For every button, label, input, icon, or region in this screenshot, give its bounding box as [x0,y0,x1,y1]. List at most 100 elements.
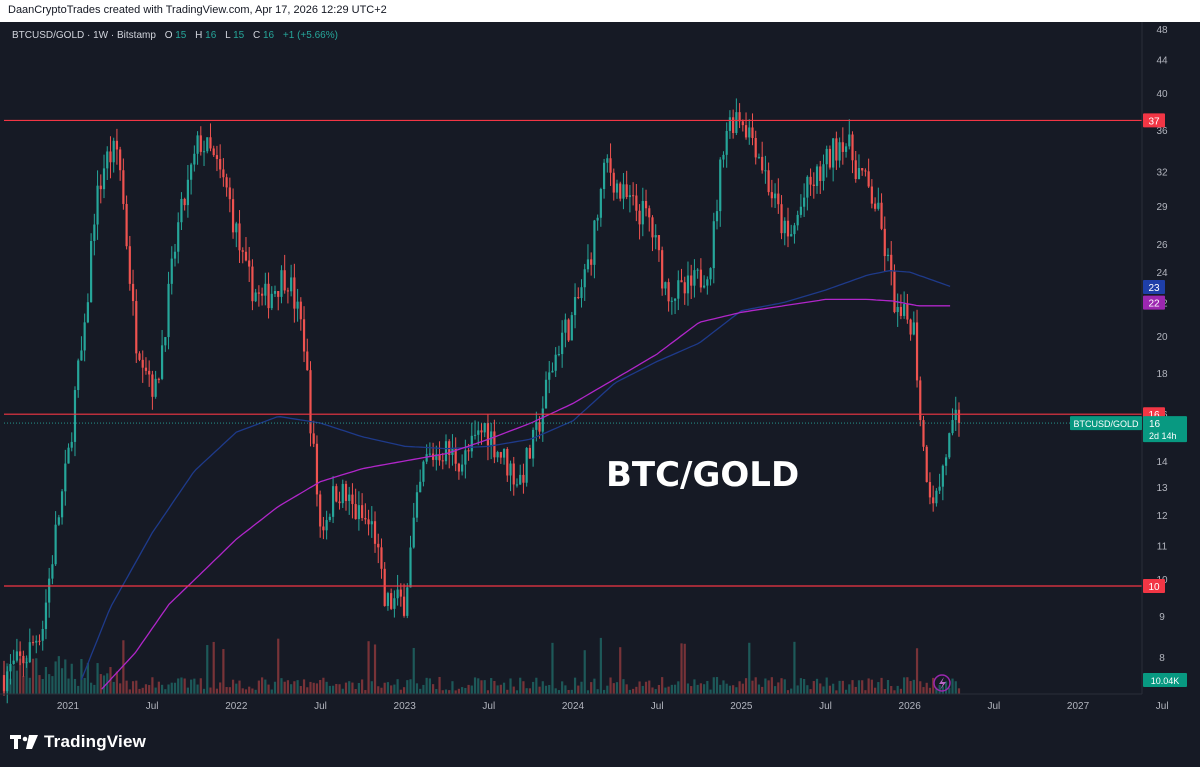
volume-bar [254,689,257,694]
volume-bar [257,680,260,694]
volume-bar [490,678,493,694]
candle-body [773,193,777,199]
volume-bar [25,657,28,694]
volume-bar [864,690,867,694]
candle-body [138,353,141,360]
candle-body [886,254,890,257]
volume-bar [619,647,622,694]
volume-bar [899,688,903,694]
volume-bar [567,689,570,694]
volume-bar [415,683,419,694]
candle-body [402,596,406,616]
flash-icon[interactable] [933,674,951,692]
candle-body [99,185,102,190]
volume-bar [22,676,25,694]
volume-bar [809,689,812,694]
candle-body [470,435,473,452]
volume-bar [67,678,70,694]
tradingview-logo[interactable]: TradingView [10,732,146,752]
candle-body [441,460,444,462]
candle-body [425,454,428,462]
time-tick-label: Jul [819,701,832,712]
ma-slow-badge-box [1143,280,1165,295]
candle-body [444,441,448,462]
candle-body [625,184,628,198]
candle-body [454,447,457,464]
candle-body [890,254,893,272]
candle-body [903,303,906,316]
candle-body [393,598,396,609]
candle-body [677,280,680,299]
volume-bar [322,677,325,694]
last-price-value: 16 [1149,419,1161,430]
volume-bar [799,678,802,694]
volume-bar [180,677,183,694]
candle-body [251,266,254,302]
tradingview-logo-text: TradingView [44,732,147,751]
candle-body [238,223,241,251]
candle-body [86,302,89,323]
candle-body [264,283,267,296]
candle-body [570,315,573,341]
candle-body [302,319,306,352]
price-axis[interactable]: 8 9 10 11 12 13 14 16 18 20 22 24 26 29 32 36 40 44 48 37 16… [1070,22,1187,694]
candle-body [664,282,667,289]
candle-body [644,200,648,209]
volume-bar [306,687,309,694]
candle-body [41,629,44,641]
volume-bar [261,677,264,694]
candle-body [696,269,699,271]
volume-bar [273,681,277,694]
volume-bar [903,677,906,694]
candle-body [635,195,638,211]
volume-bar [512,686,515,694]
volume-bar [915,648,919,694]
candle-body [819,166,822,181]
volume-bar [593,678,596,694]
candle-body [957,409,961,424]
candle-body [883,228,886,257]
volume-bar [128,689,131,694]
volume-bar [957,688,961,694]
candle-body [651,217,654,238]
candle-body [899,306,903,316]
volume-bar [506,689,509,694]
candle-body [15,651,19,661]
candle-body [315,443,319,495]
volume-bar [541,681,544,694]
volume-bar [654,689,657,694]
volume-bar [751,680,754,694]
candle-body [554,354,557,371]
attribution-bar: DaanCryptoTrades created with TradingVie… [0,0,1200,22]
candle-body [561,332,564,355]
volume-bar [880,677,883,694]
candle-body [357,505,360,520]
volume-bar [919,681,922,694]
time-axis[interactable]: 2021 Jul 2022 Jul 2023 Jul 2024 Jul 2025 Jul 2026 J… [0,693,1169,712]
volume-bar [380,687,383,694]
candle-body [870,186,873,204]
candle-body [686,275,690,294]
price-tick-label: 44 [1156,56,1168,67]
candle-body [73,390,77,442]
candle-body [102,168,106,190]
volume-bar [615,682,619,694]
candle-body [6,671,9,692]
volume-bar [280,678,283,694]
candle-body [596,217,599,221]
volume-bar [86,662,89,694]
candle-body [828,148,832,168]
price-chart[interactable]: 8910111213141618202224262932364044483716… [0,22,1200,720]
volume-bar [454,690,457,694]
candle-body [38,640,41,642]
volume-bar [735,687,738,694]
candle-body [506,448,509,476]
volume-bar [370,681,373,694]
candle-body [60,491,64,518]
volume-bar [583,650,586,694]
candle-body [573,297,577,316]
candle-body [638,210,641,225]
volume-bar [419,688,422,694]
candle-body [764,170,767,172]
volume-bar [115,671,119,694]
